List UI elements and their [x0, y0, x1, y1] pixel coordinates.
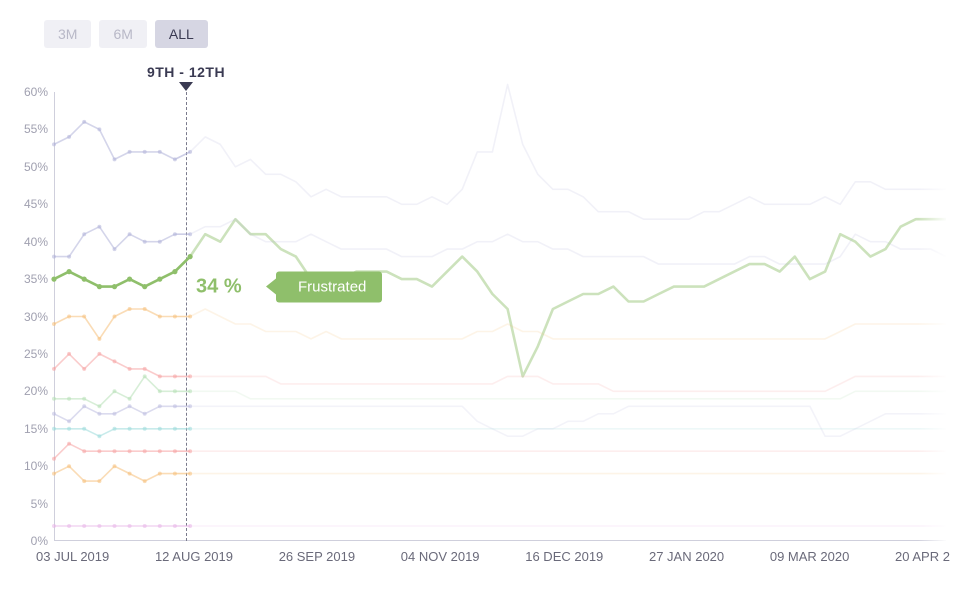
y-tick: 5% [10, 497, 48, 511]
y-tick: 60% [10, 85, 48, 99]
x-tick: 20 APR 2 [895, 549, 950, 569]
tab-all[interactable]: ALL [155, 20, 208, 48]
chart-container: 3M 6M ALL 9TH - 12TH 0%5%10%15%20%25%30%… [0, 0, 960, 591]
y-tick: 30% [10, 310, 48, 324]
x-tick: 16 DEC 2019 [525, 549, 603, 569]
chart-plot-area: 0%5%10%15%20%25%30%35%40%45%50%55%60% 34… [54, 92, 946, 541]
y-tick: 45% [10, 197, 48, 211]
y-tick: 10% [10, 459, 48, 473]
y-tick: 0% [10, 534, 48, 548]
marker-arrow-icon [179, 82, 193, 91]
marker-label: 9TH - 12TH [147, 64, 225, 80]
x-tick: 09 MAR 2020 [770, 549, 850, 569]
y-tick: 40% [10, 235, 48, 249]
x-tick: 12 AUG 2019 [155, 549, 233, 569]
y-tick: 50% [10, 160, 48, 174]
y-tick: 25% [10, 347, 48, 361]
x-tick: 27 JAN 2020 [649, 549, 724, 569]
tab-3m[interactable]: 3M [44, 20, 91, 48]
x-axis: 03 JUL 2019 12 AUG 2019 26 SEP 2019 04 NOV … [36, 549, 950, 569]
x-tick: 03 JUL 2019 [36, 549, 109, 569]
y-tick: 55% [10, 122, 48, 136]
y-tick: 35% [10, 272, 48, 286]
tab-6m[interactable]: 6M [99, 20, 146, 48]
x-tick: 26 SEP 2019 [279, 549, 355, 569]
y-tick: 15% [10, 422, 48, 436]
x-tick: 04 NOV 2019 [401, 549, 480, 569]
callout-badge: Frustrated [276, 271, 382, 302]
callout-value: 34 % [196, 275, 242, 298]
line-plot [54, 92, 946, 541]
range-tabs: 3M 6M ALL [44, 20, 960, 48]
y-tick: 20% [10, 384, 48, 398]
